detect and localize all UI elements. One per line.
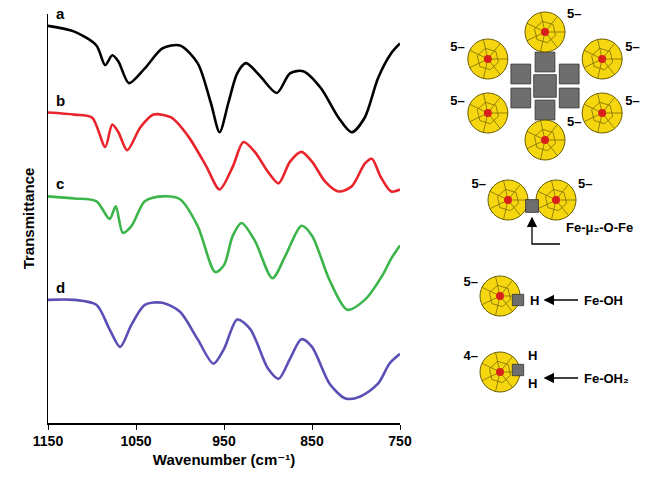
svg-text:H: H: [528, 348, 537, 363]
svg-text:5–: 5–: [472, 176, 486, 191]
svg-text:H: H: [528, 376, 537, 391]
svg-text:Fe-OH₂: Fe-OH₂: [584, 371, 629, 386]
svg-text:b: b: [56, 92, 65, 109]
svg-text:5–: 5–: [567, 6, 581, 21]
svg-text:H: H: [530, 293, 539, 308]
svg-text:5–: 5–: [450, 39, 464, 54]
svg-text:1150: 1150: [33, 433, 64, 449]
svg-text:4–: 4–: [464, 348, 478, 363]
svg-text:850: 850: [300, 433, 324, 449]
svg-text:5–: 5–: [450, 93, 464, 108]
svg-text:5–: 5–: [567, 114, 581, 129]
svg-text:Fe-μ₂-O-Fe: Fe-μ₂-O-Fe: [566, 220, 633, 235]
svg-text:5–: 5–: [464, 274, 478, 289]
svg-text:5–: 5–: [625, 39, 639, 54]
svg-text:Wavenumber (cm⁻¹): Wavenumber (cm⁻¹): [153, 451, 295, 468]
svg-text:d: d: [56, 279, 65, 296]
svg-text:Fe-OH: Fe-OH: [584, 293, 623, 308]
svg-text:c: c: [56, 175, 64, 192]
svg-text:Transmittance: Transmittance: [20, 168, 37, 270]
svg-text:a: a: [56, 5, 65, 22]
svg-text:950: 950: [212, 433, 236, 449]
svg-text:5–: 5–: [578, 176, 592, 191]
svg-text:5–: 5–: [625, 93, 639, 108]
svg-text:750: 750: [388, 433, 412, 449]
svg-text:1050: 1050: [120, 433, 151, 449]
